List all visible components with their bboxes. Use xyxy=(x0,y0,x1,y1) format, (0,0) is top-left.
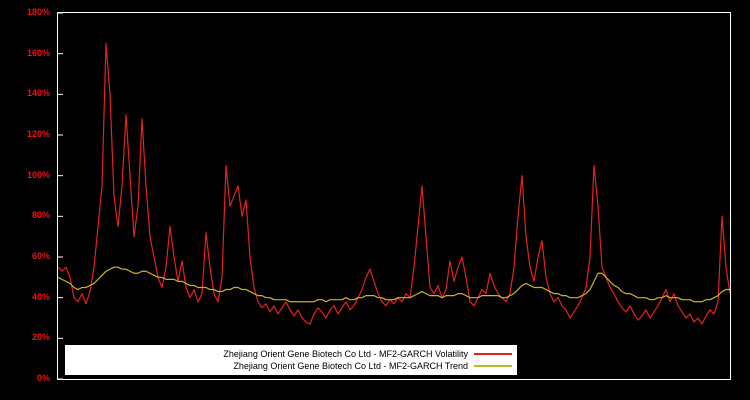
y-tick-label: 0% xyxy=(36,373,50,383)
y-tick-label: 140% xyxy=(26,88,50,99)
series-line-volatility xyxy=(58,42,730,325)
volatility-line-sample xyxy=(474,353,512,355)
y-tick-label: 60% xyxy=(31,251,50,261)
y-axis: 0% 20% 40% 60% 80% 100% 120% 140% 160% 180% xyxy=(0,0,54,400)
y-tick-label: 180% xyxy=(26,7,50,17)
chart-canvas xyxy=(58,13,730,379)
y-tick-label: 120% xyxy=(26,129,50,139)
plot-area: Zhejiang Orient Gene Biotech Co Ltd - MF… xyxy=(57,12,731,380)
series-line-trend xyxy=(58,266,730,303)
legend-label-volatility: Zhejiang Orient Gene Biotech Co Ltd - MF… xyxy=(223,349,468,359)
y-tick-label: 20% xyxy=(31,332,50,343)
legend-row-trend: Zhejiang Orient Gene Biotech Co Ltd - MF… xyxy=(70,360,512,372)
y-tick-label: 40% xyxy=(31,291,50,302)
legend: Zhejiang Orient Gene Biotech Co Ltd - MF… xyxy=(65,345,517,375)
y-tick-label: 80% xyxy=(31,210,50,221)
legend-label-trend: Zhejiang Orient Gene Biotech Co Ltd - MF… xyxy=(233,361,468,371)
y-tick-label: 100% xyxy=(26,169,50,180)
legend-row-volatility: Zhejiang Orient Gene Biotech Co Ltd - MF… xyxy=(70,348,512,360)
trend-line-sample xyxy=(474,365,512,367)
y-tick-label: 160% xyxy=(26,47,50,58)
